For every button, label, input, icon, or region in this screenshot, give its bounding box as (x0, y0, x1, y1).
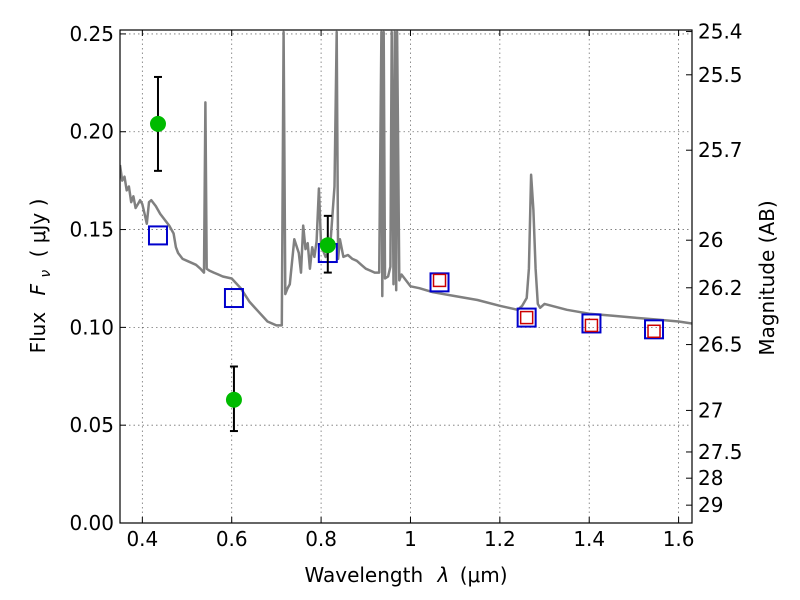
y2-axis-title: Magnitude (AB) (755, 200, 779, 355)
model-photometry-inner-square (432, 273, 447, 288)
mag-tick-label: 25.5 (698, 63, 743, 87)
x-tick-label: 1.6 (663, 527, 695, 551)
mag-tick-label: 27.5 (698, 440, 743, 464)
mag-tick-label: 29 (698, 493, 723, 517)
mag-tick-label: 26.5 (698, 333, 743, 357)
x-tick-label: 0.6 (216, 527, 248, 551)
model-photometry-square (581, 313, 602, 334)
model-photometry-inner-square (584, 318, 599, 333)
model-photometry-inner-square (647, 324, 661, 339)
x-tick-label: 0.4 (126, 527, 158, 551)
spectrum-line (120, 30, 692, 327)
x-axis-title: Wavelength λ (μm) (304, 563, 507, 587)
y-tick-label: 0.25 (69, 22, 114, 46)
y-tick-label: 0.05 (69, 413, 114, 437)
y-tick-label: 0.15 (69, 218, 114, 242)
observed-point (225, 391, 242, 408)
y-tick-label: 0.00 (69, 511, 114, 535)
x-tick-label: 1.4 (573, 527, 605, 551)
tick-layer: 0.4 0.6 0.8 1 1.2 1.4 1.6 0.00 0.05 0.10 0.15 0.20 0… (69, 20, 742, 551)
mag-tick-label: 28 (698, 466, 723, 490)
model-photometry-square (147, 225, 168, 246)
y-tick-label: 0.10 (69, 315, 114, 339)
mag-tick-label: 25.7 (698, 138, 743, 162)
mag-tick-label: 26 (698, 228, 723, 252)
model-photometry-square (429, 272, 450, 293)
y-tick-label: 0.20 (69, 120, 114, 144)
mag-tick-label: 27 (698, 398, 723, 422)
model-photometry-square (223, 288, 244, 309)
plot-layer (120, 30, 692, 433)
x-tick-label: 0.8 (305, 527, 337, 551)
observed-point (149, 115, 166, 132)
observed-point (319, 237, 336, 254)
model-photometry-square (644, 319, 665, 340)
x-tick-label: 1 (404, 527, 417, 551)
model-photometry-inner-square (519, 310, 534, 325)
plot-frame (119, 29, 693, 524)
grid-layer (120, 30, 692, 524)
y-axis-title: Flux F ν ( μJy ) (26, 199, 55, 354)
model-photometry-square (516, 307, 537, 328)
x-tick-label: 1.2 (484, 527, 516, 551)
mag-tick-label: 26.2 (698, 276, 743, 300)
mag-tick-label: 25.4 (698, 20, 743, 44)
